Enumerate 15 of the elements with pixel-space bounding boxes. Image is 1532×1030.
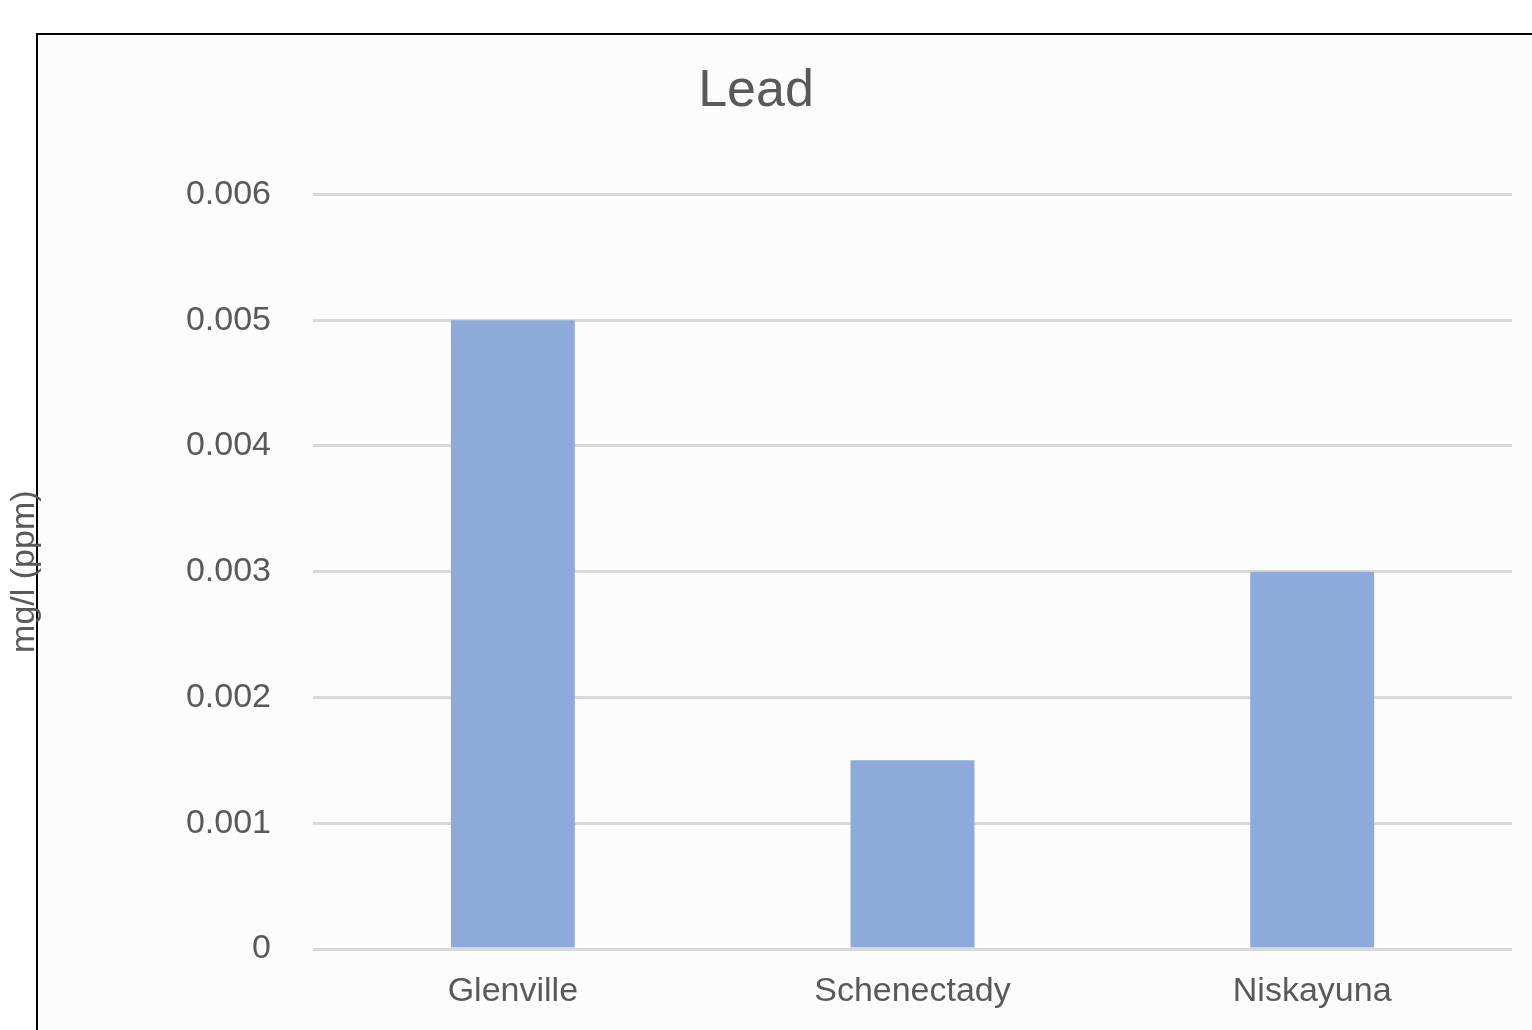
bar [450,320,575,948]
x-tick-label: Niskayuna [1232,969,1392,1008]
y-tick-label: 0 [252,927,271,966]
y-tick-label: 0.004 [185,424,271,463]
bar [1250,571,1375,948]
x-tick-label: Schenectady [814,969,1011,1008]
y-tick-label: 0.005 [185,298,271,337]
y-tick-label: 0.001 [185,801,271,840]
chart-title: Lead [698,58,814,117]
y-tick-label: 0.003 [185,550,271,589]
y-axis-title: mg/l (ppm) [2,490,41,653]
bar [850,760,975,948]
x-tick-label: Glenville [447,969,579,1008]
y-tick-label: 0.006 [185,172,271,211]
y-tick-label: 0.002 [185,675,271,714]
